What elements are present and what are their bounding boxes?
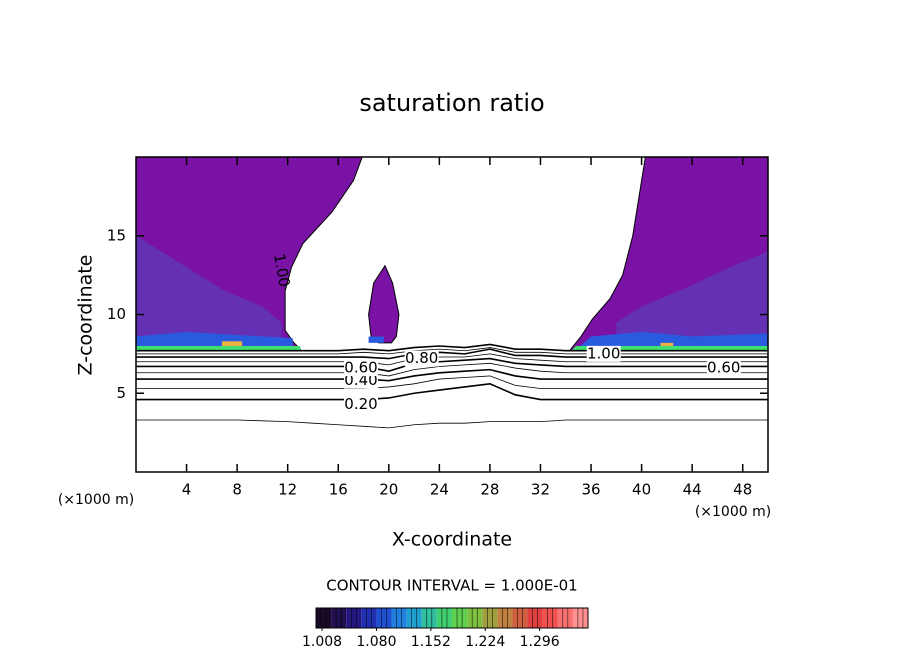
contour-interval: CONTOUR INTERVAL = 1.000E-01 — [326, 577, 577, 595]
x-axis-label: X-coordinate — [392, 529, 512, 551]
y-axis-label: Z-coordinate — [75, 255, 97, 376]
contour-label: 1.00 — [587, 344, 620, 362]
colorbar-swatch — [421, 608, 437, 628]
contour-label: 1.00 — [270, 252, 294, 288]
colorbar-swatch — [331, 608, 347, 628]
filled-region — [221, 341, 243, 346]
y-tick-label: 15 — [107, 226, 126, 244]
colorbar-swatch — [542, 608, 558, 628]
filled-region — [368, 264, 400, 344]
filled-region — [660, 342, 674, 346]
colorbar-swatch — [376, 608, 392, 628]
filled-region — [368, 336, 384, 343]
contour-label-bg — [343, 396, 378, 413]
y-unit: (×1000 m) — [58, 492, 134, 508]
x-tick-label: 8 — [232, 481, 242, 499]
x-tick-label: 28 — [480, 481, 499, 499]
colorbar-swatch — [482, 608, 498, 628]
colorbar-tick-label: 1.296 — [520, 634, 560, 650]
contour-line — [136, 347, 768, 355]
colorbar-swatch — [527, 608, 543, 628]
contour-line — [136, 353, 768, 366]
x-tick-label: 44 — [683, 481, 702, 499]
colorbar-swatch — [467, 608, 483, 628]
contour-label-bg — [586, 345, 621, 362]
colorbar-swatch — [436, 608, 452, 628]
contour-line — [136, 343, 768, 352]
contour-line — [136, 357, 768, 373]
colorbar-swatch — [572, 608, 588, 628]
colorbar-swatch — [452, 608, 468, 628]
x-tick-label: 36 — [581, 481, 600, 499]
contour-label-bg — [404, 350, 439, 367]
filled-region — [578, 331, 768, 348]
chart-title: saturation ratio — [359, 89, 544, 117]
x-tick-label: 20 — [379, 481, 398, 499]
filled-region — [616, 251, 768, 342]
contour-label-bg — [343, 372, 378, 389]
contour-line — [136, 375, 768, 389]
contour-label: 0.20 — [344, 395, 377, 413]
colorbar-frame — [315, 607, 589, 629]
colorbar-tick-label: 1.008 — [302, 634, 342, 650]
x-tick-label: 12 — [278, 481, 297, 499]
filled-region — [136, 331, 293, 348]
contour-label-bg — [343, 360, 378, 377]
colorbar-tick-label: 1.224 — [465, 634, 505, 650]
colorbar-swatch — [316, 608, 332, 628]
colorbar-swatch — [497, 608, 513, 628]
x-tick-label: 40 — [632, 481, 651, 499]
contour-label: 0.60 — [344, 359, 377, 377]
contour-line — [136, 368, 768, 382]
contour-label-bg — [706, 360, 741, 377]
y-tick-label: 5 — [116, 384, 126, 402]
contour-line — [136, 382, 768, 401]
colorbar-swatch — [391, 608, 407, 628]
y-tick-label: 10 — [107, 305, 126, 323]
colorbar-swatch — [346, 608, 362, 628]
colorbar-swatch — [512, 608, 528, 628]
colorbar-swatch — [361, 608, 377, 628]
x-tick-label: 48 — [733, 481, 752, 499]
x-tick-label: 16 — [329, 481, 348, 499]
contour-label: 0.80 — [405, 349, 438, 367]
colorbar-tick-label: 1.080 — [356, 634, 396, 650]
x-tick-label: 32 — [531, 481, 550, 499]
contour-label: 0.60 — [707, 359, 740, 377]
x-unit: (×1000 m) — [695, 504, 771, 520]
contour-line — [136, 362, 768, 377]
x-tick-label: 24 — [430, 481, 449, 499]
filled-region — [136, 235, 282, 342]
contour-line — [136, 348, 768, 360]
colorbar-swatch — [406, 608, 422, 628]
colorbar-tick-label: 1.152 — [411, 634, 451, 650]
x-tick-label: 4 — [182, 481, 192, 499]
contour-line — [136, 419, 768, 429]
colorbar-swatch — [557, 608, 573, 628]
